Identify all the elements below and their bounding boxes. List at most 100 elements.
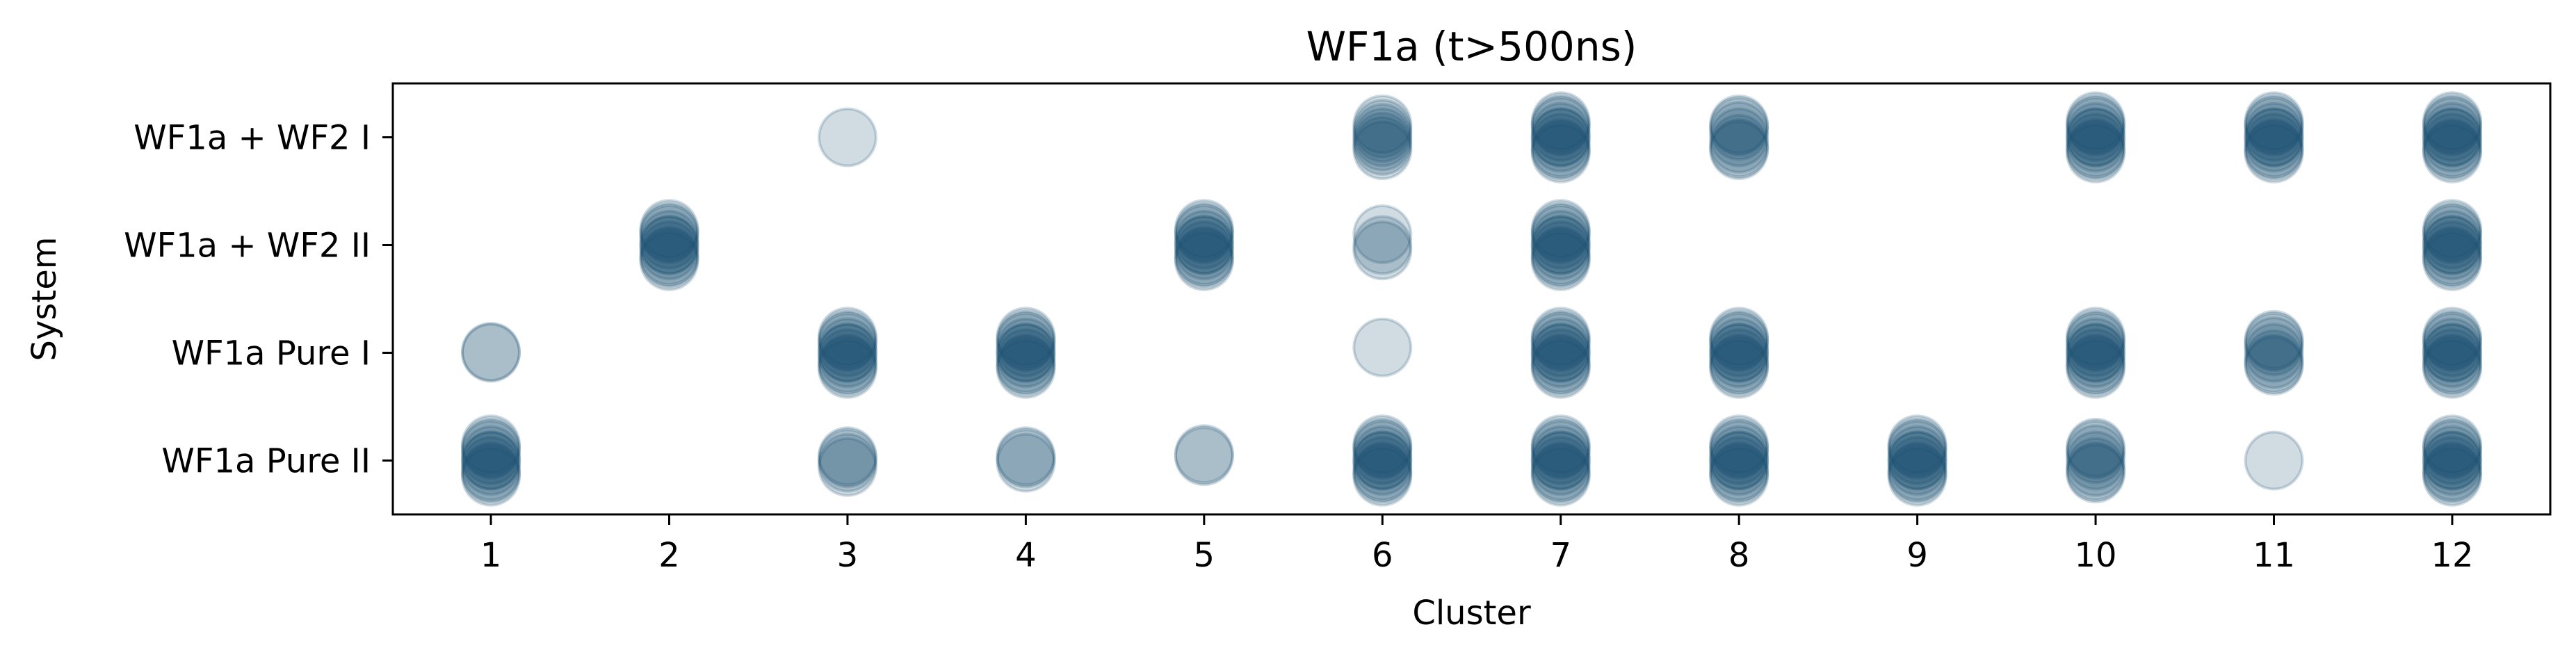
scatter-point: [1709, 113, 1769, 174]
marks-layer: [461, 91, 2482, 507]
scatter-point: [1530, 414, 1591, 475]
scatter-point: [1887, 430, 1947, 491]
scatter-point: [1709, 430, 1769, 491]
scatter-point: [2066, 334, 2126, 393]
scatter-point: [1887, 425, 1947, 485]
scatter-point: [1530, 118, 1591, 178]
scatter-point: [1174, 426, 1234, 487]
scatter-point: [1887, 414, 1947, 475]
scatter-point: [1352, 103, 1413, 163]
scatter-point: [996, 336, 1056, 396]
scatter-point: [1709, 94, 1769, 154]
scatter-point: [817, 309, 877, 370]
scatter-point: [1709, 309, 1769, 370]
scatter-point: [1530, 209, 1591, 270]
scatter-point: [1887, 430, 1947, 491]
scatter-point: [1352, 441, 1413, 501]
scatter-point: [1530, 430, 1591, 491]
scatter-point: [2066, 94, 2126, 154]
scatter-point: [2244, 323, 2304, 383]
scatter-point: [461, 414, 521, 475]
scatter-point: [1530, 444, 1591, 504]
x-tick-label: 4: [1015, 536, 1037, 575]
scatter-point: [2422, 226, 2482, 286]
scatter-point: [817, 339, 877, 399]
scatter-point: [817, 312, 877, 372]
scatter-point: [996, 428, 1056, 489]
scatter-point: [2066, 323, 2126, 383]
scatter-point: [1174, 215, 1234, 275]
scatter-point: [2066, 317, 2126, 377]
scatter-point: [2066, 107, 2126, 168]
scatter-point: [2066, 107, 2126, 168]
scatter-point: [1530, 113, 1591, 173]
scatter-point: [461, 420, 521, 480]
scatter-point: [1530, 204, 1591, 264]
scatter-point: [2422, 425, 2482, 485]
scatter-point: [1352, 420, 1413, 480]
scatter-point: [1352, 430, 1413, 491]
scatter-point: [2066, 118, 2126, 178]
scatter-point: [1530, 107, 1591, 168]
scatter-point: [2244, 334, 2304, 393]
scatter-point: [1352, 94, 1413, 154]
scatter-point: [1174, 202, 1234, 262]
x-tick-label: 1: [480, 536, 502, 575]
scatter-point: [2066, 307, 2126, 367]
scatter-point: [817, 426, 877, 487]
scatter-point: [996, 426, 1056, 487]
scatter-point: [1352, 436, 1413, 496]
scatter-point: [2422, 215, 2482, 275]
scatter-point: [1709, 323, 1769, 383]
scatter-point: [1709, 101, 1769, 161]
scatter-point: [1174, 209, 1234, 270]
scatter-point: [2244, 336, 2304, 396]
scatter-point: [2244, 91, 2304, 152]
scatter-point: [817, 328, 877, 389]
scatter-point: [461, 321, 521, 382]
scatter-point: [2422, 312, 2482, 372]
scatter-point: [2422, 307, 2482, 367]
y-tick-label: WF1a + WF2 II: [124, 227, 371, 266]
scatter-point: [1530, 417, 1591, 478]
scatter-point: [2422, 101, 2482, 162]
x-axis-label: Cluster: [1412, 594, 1531, 633]
scatter-point: [1709, 323, 1769, 383]
scatter-point: [2244, 123, 2304, 184]
scatter-point: [2066, 113, 2126, 173]
scatter-point: [2244, 101, 2304, 162]
scatter-point: [1709, 444, 1769, 504]
scatter-point: [996, 317, 1056, 377]
scatter-point: [1530, 430, 1591, 491]
scatter-point: [1352, 107, 1413, 168]
scatter-point: [2066, 101, 2126, 162]
scatter-point: [2422, 215, 2482, 275]
scatter-point: [1174, 424, 1234, 485]
chart-title: WF1a (t>500ns): [1306, 23, 1637, 70]
scatter-point: [461, 436, 521, 496]
y-axis-label: System: [25, 237, 64, 361]
scatter-point: [817, 323, 877, 383]
scatter-point: [2066, 417, 2126, 478]
scatter-point: [1352, 115, 1413, 176]
scatter-point: [1709, 339, 1769, 399]
scatter-point: [2422, 334, 2482, 393]
plot-frame: [391, 82, 2552, 516]
scatter-point: [1887, 444, 1947, 504]
scatter-point: [1530, 226, 1591, 286]
scatter-point: [2422, 97, 2482, 156]
scatter-point: [1352, 317, 1413, 377]
scatter-point: [1530, 446, 1591, 507]
scatter-point: [2422, 228, 2482, 288]
scatter-point: [1709, 328, 1769, 389]
scatter-point: [2066, 328, 2126, 389]
scatter-point: [1530, 101, 1591, 162]
scatter-point: [2066, 339, 2126, 399]
scatter-point: [461, 425, 521, 485]
scatter-point: [2422, 107, 2482, 168]
scatter-point: [2422, 204, 2482, 264]
scatter-point: [1709, 414, 1769, 475]
scatter-point: [1530, 231, 1591, 291]
